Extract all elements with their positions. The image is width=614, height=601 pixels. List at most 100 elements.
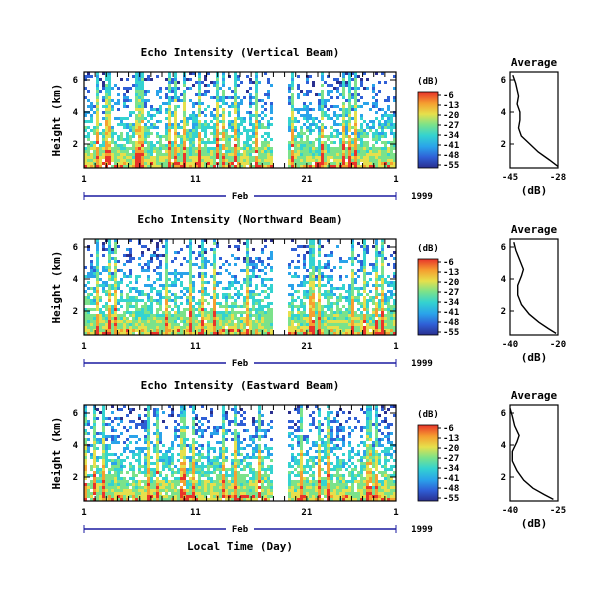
heatmap-cell bbox=[111, 326, 114, 329]
heatmap-cell bbox=[321, 150, 324, 153]
heatmap-cell bbox=[378, 332, 381, 335]
heatmap-cell bbox=[312, 272, 315, 275]
heatmap-cell bbox=[126, 123, 129, 126]
heatmap-cell bbox=[375, 260, 378, 263]
heatmap-cell bbox=[102, 468, 105, 471]
heatmap-cell bbox=[180, 480, 183, 483]
heatmap-cell bbox=[174, 332, 177, 335]
heatmap-cell bbox=[114, 495, 117, 498]
heatmap-cell bbox=[129, 159, 132, 162]
heatmap-cell bbox=[153, 165, 156, 168]
heatmap-cell bbox=[354, 314, 357, 317]
heatmap-cell bbox=[261, 326, 264, 329]
heatmap-cell bbox=[114, 248, 117, 251]
heatmap-cell bbox=[144, 498, 147, 501]
heatmap-cell bbox=[312, 147, 315, 150]
heatmap-cell bbox=[387, 290, 390, 293]
heatmap-cell bbox=[333, 326, 336, 329]
heatmap-cell bbox=[84, 489, 87, 492]
heatmap-cell bbox=[144, 117, 147, 120]
heatmap-cell bbox=[192, 453, 195, 456]
heatmap-cell bbox=[171, 111, 174, 114]
heatmap-cell bbox=[174, 293, 177, 296]
heatmap-cell bbox=[342, 159, 345, 162]
heatmap-cell bbox=[84, 471, 87, 474]
heatmap-cell bbox=[90, 495, 93, 498]
heatmap-cell bbox=[297, 266, 300, 269]
heatmap-cell bbox=[174, 141, 177, 144]
heatmap-cell bbox=[90, 263, 93, 266]
heatmap-cell bbox=[150, 456, 153, 459]
heatmap-cell bbox=[327, 165, 330, 168]
heatmap-cell bbox=[231, 308, 234, 311]
heatmap-cell bbox=[114, 486, 117, 489]
heatmap-cell bbox=[162, 162, 165, 165]
heatmap-cell bbox=[306, 323, 309, 326]
heatmap-cell bbox=[222, 492, 225, 495]
heatmap-cell bbox=[315, 320, 318, 323]
heatmap-cell bbox=[189, 260, 192, 263]
heatmap-cell bbox=[363, 87, 366, 90]
heatmap-cell bbox=[117, 332, 120, 335]
heatmap-cell bbox=[240, 147, 243, 150]
heatmap-cell bbox=[384, 159, 387, 162]
heatmap-cell bbox=[303, 308, 306, 311]
heatmap-cell bbox=[111, 498, 114, 501]
heatmap-cell bbox=[204, 239, 207, 242]
heatmap-cell bbox=[228, 138, 231, 141]
heatmap-cell bbox=[351, 78, 354, 81]
heatmap-cell bbox=[252, 132, 255, 135]
heatmap-cell bbox=[129, 465, 132, 468]
heatmap-cell bbox=[165, 489, 168, 492]
heatmap-cell bbox=[222, 456, 225, 459]
heatmap-cell bbox=[216, 296, 219, 299]
heatmap-cell bbox=[105, 269, 108, 272]
heatmap-cell bbox=[108, 477, 111, 480]
heatmap-cell bbox=[300, 132, 303, 135]
heatmap-cell bbox=[171, 408, 174, 411]
heatmap-cell bbox=[108, 483, 111, 486]
heatmap-cell bbox=[102, 447, 105, 450]
heatmap-cell bbox=[195, 498, 198, 501]
heatmap-cell bbox=[117, 468, 120, 471]
heatmap-cell bbox=[381, 260, 384, 263]
heatmap-cell bbox=[291, 311, 294, 314]
heatmap-cell bbox=[180, 135, 183, 138]
heatmap-cell bbox=[324, 266, 327, 269]
heatmap-cell bbox=[252, 135, 255, 138]
heatmap-cell bbox=[87, 450, 90, 453]
heatmap-cell bbox=[153, 281, 156, 284]
heatmap-cell bbox=[219, 492, 222, 495]
heatmap-cell bbox=[321, 96, 324, 99]
heatmap-cell bbox=[330, 284, 333, 287]
heatmap-cell bbox=[123, 138, 126, 141]
heatmap-cell bbox=[378, 323, 381, 326]
heatmap-cell bbox=[237, 165, 240, 168]
heatmap-cell bbox=[216, 153, 219, 156]
heatmap-cell bbox=[195, 417, 198, 420]
heatmap-cell bbox=[108, 284, 111, 287]
heatmap-cell bbox=[222, 111, 225, 114]
heatmap-cell bbox=[255, 284, 258, 287]
heatmap-cell bbox=[171, 441, 174, 444]
heatmap-cell bbox=[120, 329, 123, 332]
heatmap-cell bbox=[192, 144, 195, 147]
heatmap-cell bbox=[174, 302, 177, 305]
heatmap-cell bbox=[357, 317, 360, 320]
heatmap-cell bbox=[198, 495, 201, 498]
heatmap-cell bbox=[336, 302, 339, 305]
heatmap-cell bbox=[126, 138, 129, 141]
heatmap-cell bbox=[357, 287, 360, 290]
heatmap-cell bbox=[249, 117, 252, 120]
heatmap-cell bbox=[216, 81, 219, 84]
heatmap-cell bbox=[159, 272, 162, 275]
heatmap-cell bbox=[201, 302, 204, 305]
heatmap-cell bbox=[330, 326, 333, 329]
heatmap-cell bbox=[375, 254, 378, 257]
heatmap-cell bbox=[117, 123, 120, 126]
heatmap-cell bbox=[303, 105, 306, 108]
heatmap-cell bbox=[324, 81, 327, 84]
heatmap-cell bbox=[258, 126, 261, 129]
heatmap-cell bbox=[246, 314, 249, 317]
heatmap-cell bbox=[234, 93, 237, 96]
